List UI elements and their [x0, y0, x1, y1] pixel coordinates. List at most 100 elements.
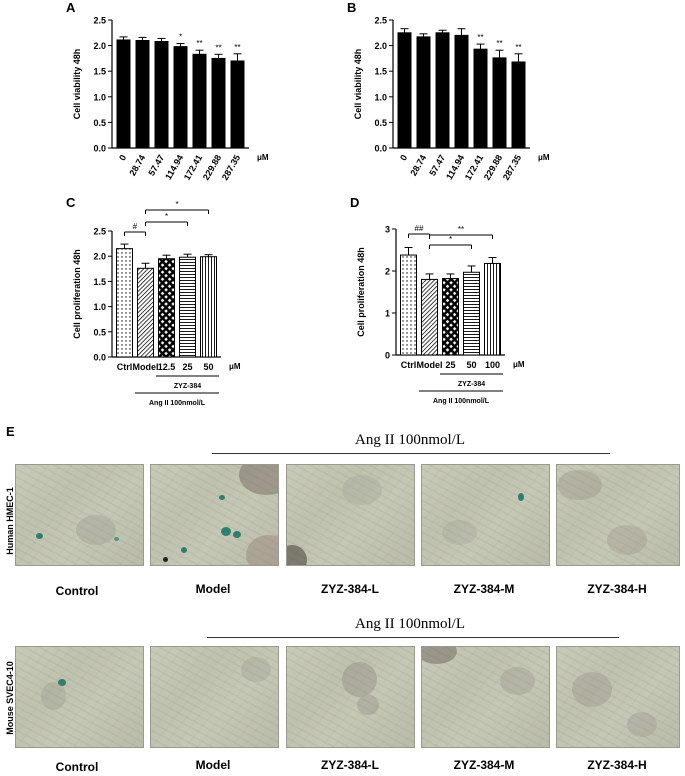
caption-row1-3: ZYZ-384-M	[453, 582, 515, 596]
y-tick-label: 0.0	[93, 353, 106, 363]
category-label: Ctrl	[117, 362, 133, 372]
y-tick-label: 2.0	[93, 252, 106, 262]
caption-row2-4: ZYZ-384-H	[587, 758, 647, 772]
significance-mark: **	[496, 39, 502, 48]
treatment-label-row1: Ang II 100nmol/L	[355, 432, 465, 448]
bracket-label: *	[175, 200, 178, 209]
y-tick-label: 2.0	[374, 41, 387, 51]
bar	[435, 32, 450, 149]
category-label: 28.74	[127, 153, 147, 178]
unit-label: μM	[538, 153, 550, 162]
y-axis-label: Cell viability 48h	[353, 49, 363, 120]
bar	[230, 60, 245, 149]
micrograph-svec-model	[150, 646, 279, 748]
y-tick-label: 1.5	[374, 67, 387, 77]
category-label: 0	[398, 153, 409, 162]
chart-panel-c: C 0.0 0.5 1.0 1.5 2.0 2.5 Cell proliferation 48…	[66, 195, 241, 407]
category-label: 0	[117, 153, 128, 162]
y-axis-label: Cell proliferation 48h	[356, 247, 366, 337]
category-label: 287.35	[220, 153, 242, 182]
bar	[200, 256, 217, 358]
bar	[511, 61, 526, 149]
caption-row2-1: Model	[195, 758, 231, 772]
bar	[173, 46, 188, 149]
y-tick-label: 0.5	[93, 118, 106, 128]
bar	[484, 262, 501, 356]
category-label: 50	[466, 360, 476, 370]
bracket-label: *	[165, 212, 168, 221]
category-label: Model	[133, 362, 159, 372]
chart-panel-d: D 0 1 2 3 Cell proliferation 48h Ctrl Model 25 50…	[350, 195, 525, 405]
category-label: 25	[445, 360, 455, 370]
bar	[416, 36, 431, 149]
cell-line-label-row2: Mouse SVEC4-10	[5, 661, 15, 735]
bar	[116, 39, 131, 149]
category-label: 25	[182, 362, 192, 372]
y-tick-label: 2.5	[374, 16, 387, 26]
treatment-line-row1	[212, 453, 610, 454]
bar	[135, 39, 150, 149]
group-label: ZYZ-384	[174, 383, 201, 390]
y-tick-label: 1.5	[93, 67, 106, 77]
significance-mark: **	[477, 33, 483, 42]
significance-mark: **	[515, 43, 521, 52]
bar	[192, 53, 207, 149]
bar	[116, 248, 133, 358]
micrograph-hmec1-model	[150, 464, 279, 566]
category-label: 28.74	[408, 153, 428, 178]
y-tick-label: 0.5	[93, 327, 106, 337]
bracket-label: *	[449, 235, 452, 244]
bracket-label: **	[458, 225, 464, 234]
treatment-line-row2	[207, 637, 619, 638]
y-tick-label: 0.5	[374, 118, 387, 128]
y-tick-label: 0.0	[93, 144, 106, 154]
micrograph-svec-high	[556, 646, 680, 748]
y-tick-label: 0.0	[374, 144, 387, 154]
category-label: 57.47	[146, 153, 166, 178]
category-label: 100	[485, 360, 500, 370]
bar	[179, 256, 196, 358]
bar	[473, 48, 488, 149]
cell-line-label-row1: Human HMEC-1	[5, 487, 15, 555]
y-tick-label: 1.0	[93, 302, 106, 312]
bracket-label: #	[133, 222, 138, 231]
y-tick-label: 1.0	[374, 92, 387, 102]
micrograph-svec-medium	[421, 646, 550, 748]
unit-label: μM	[513, 360, 525, 369]
y-tick-label: 2.0	[93, 41, 106, 51]
category-label: Ctrl	[401, 360, 417, 370]
bar	[492, 57, 507, 149]
micrograph-svec-control	[15, 646, 144, 748]
micrograph-hmec1-control	[15, 464, 144, 566]
treatment-label: Ang II 100nmol/L	[433, 398, 490, 405]
category-label: 57.47	[427, 153, 447, 178]
panel-letter: B	[347, 0, 356, 15]
unit-label: μM	[229, 362, 241, 371]
y-tick-label: 2	[385, 267, 390, 277]
significance-mark: **	[196, 39, 202, 48]
caption-row2-3: ZYZ-384-M	[453, 758, 515, 772]
y-tick-label: 3	[385, 225, 390, 235]
bracket-label: ##	[415, 224, 424, 233]
caption-row2-0: Control	[55, 760, 99, 774]
panel-letter: C	[66, 195, 76, 210]
y-tick-label: 2.5	[93, 16, 106, 26]
micrograph-svec-low	[286, 646, 415, 748]
treatment-label-row2: Ang II 100nmol/L	[355, 616, 465, 632]
panel-letter: A	[66, 0, 76, 15]
caption-row1-2: ZYZ-384-L	[320, 582, 379, 596]
y-axis-label: Cell viability 48h	[72, 49, 82, 120]
y-tick-label: 1.5	[93, 277, 106, 287]
category-label: 50	[203, 362, 213, 372]
group-label: ZYZ-384	[458, 381, 485, 388]
micrograph-hmec1-low	[286, 464, 415, 566]
micrograph-hmec1-medium	[421, 464, 550, 566]
significance-mark: *	[179, 33, 182, 42]
unit-label: μM	[257, 153, 269, 162]
bar	[454, 34, 469, 149]
y-tick-label: 2.5	[93, 227, 106, 237]
panel-e-letter: E	[6, 424, 15, 439]
bar	[154, 41, 169, 149]
bar	[397, 32, 412, 149]
